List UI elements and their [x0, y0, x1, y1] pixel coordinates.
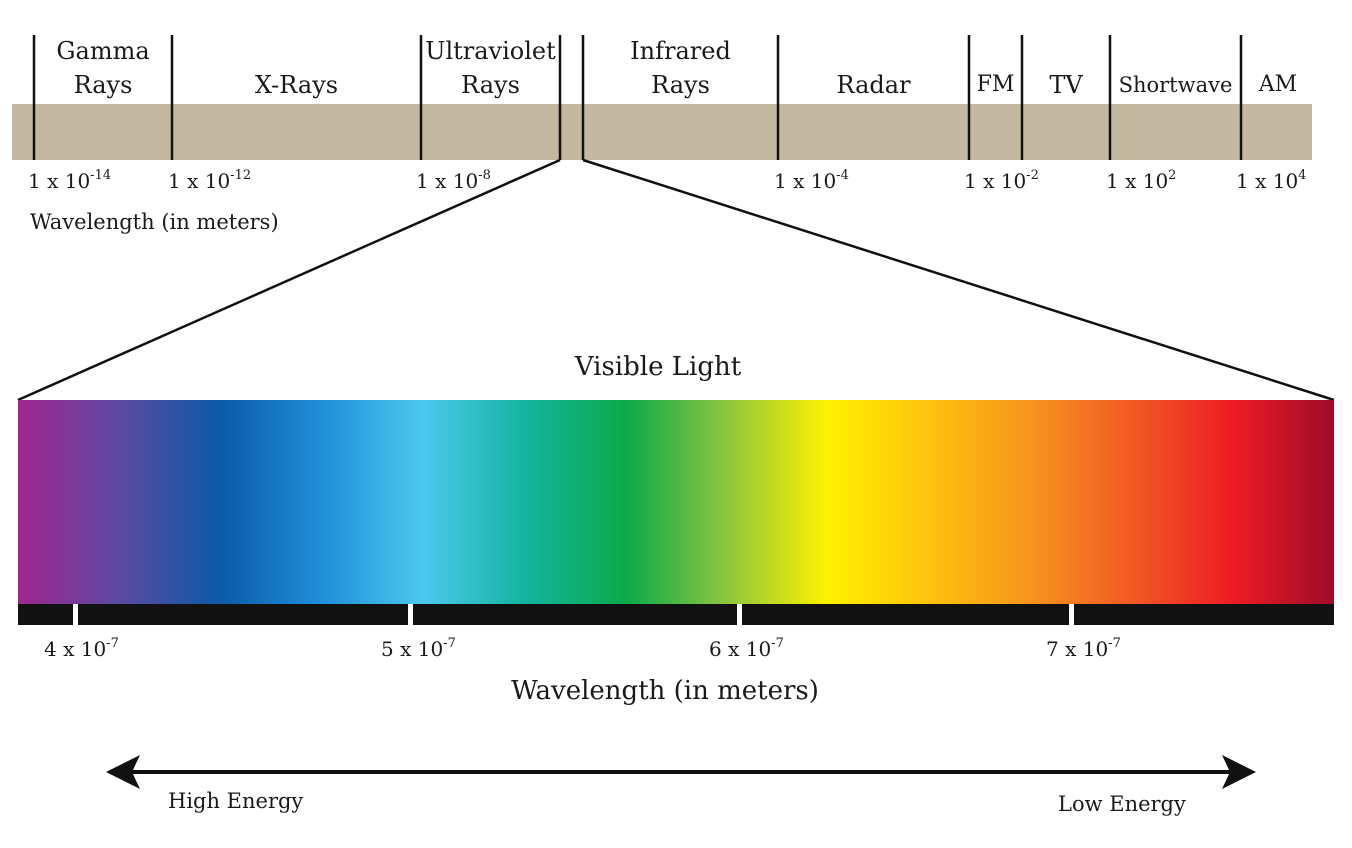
band-label-xray: X-Rays [172, 68, 421, 102]
tick-base: 1 x 10 [774, 169, 837, 193]
scale-tick-label: 1 x 104 [1236, 168, 1306, 193]
zoom-lines [17, 158, 1335, 402]
tick-exponent: -8 [478, 168, 491, 183]
tick-exponent: 4 [1298, 168, 1307, 183]
band-label-line: Radar [836, 71, 911, 99]
tick-exponent: -7 [1108, 636, 1121, 651]
tick-exponent: -4 [836, 168, 849, 183]
tick-exponent: -14 [90, 168, 112, 183]
band-label-tv: TV [1022, 68, 1110, 102]
band-label-line: Shortwave [1118, 73, 1233, 97]
band-label-fm: FM [969, 68, 1022, 102]
scale-tick-label: 1 x 10-14 [28, 168, 111, 193]
band-dividers [32, 35, 1243, 160]
tick-exponent: -12 [230, 168, 252, 183]
band-label-ir: Infrared Rays [583, 34, 778, 102]
band-label-shortwave: Shortwave [1110, 68, 1241, 102]
high-energy-label: High Energy [168, 789, 304, 813]
tick-base: 4 x 10 [44, 637, 107, 661]
band-label-uv: Ultraviolet Rays [421, 34, 560, 102]
band-label-line: AM [1258, 72, 1298, 97]
visible-tick-label: 5 x 10-7 [381, 636, 456, 661]
spectrum-axis-title: Wavelength (in meters) [30, 210, 279, 234]
visible-tick-mark-4 [73, 604, 78, 625]
band-label-line: TV [1049, 71, 1083, 99]
zoom-line-left [17, 158, 561, 402]
visible-tick-label: 6 x 10-7 [709, 636, 784, 661]
tick-base: 1 x 10 [964, 169, 1027, 193]
visible-axis-title: Wavelength (in meters) [511, 676, 819, 706]
band-label-line: X-Rays [254, 71, 339, 99]
visible-tick-mark-6 [737, 604, 742, 625]
energy-arrow [106, 755, 1256, 789]
tick-base: 7 x 10 [1046, 637, 1109, 661]
visible-tick-marks [73, 604, 1074, 625]
visible-scale-bar [18, 604, 1334, 625]
spectrum-bar [12, 104, 1312, 160]
tick-base: 1 x 10 [168, 169, 231, 193]
band-label-line: Infrared [630, 37, 731, 65]
energy-arrow-head-right [1222, 755, 1256, 789]
visible-tick-label: 4 x 10-7 [44, 636, 119, 661]
scale-tick-label: 1 x 10-4 [774, 168, 849, 193]
visible-light-title: Visible Light [574, 352, 742, 382]
visible-tick-mark-7 [1069, 604, 1074, 625]
band-label-line: Rays [461, 71, 520, 99]
band-label-gamma: Gamma Rays [34, 34, 172, 102]
tick-base: 1 x 10 [28, 169, 91, 193]
band-label-am: AM [1241, 68, 1315, 102]
band-label-radar: Radar [778, 68, 969, 102]
tick-base: 1 x 10 [416, 169, 479, 193]
zoom-line-right [582, 158, 1335, 402]
tick-exponent: -7 [771, 636, 784, 651]
tick-exponent: -7 [106, 636, 119, 651]
tick-base: 1 x 10 [1236, 169, 1299, 193]
band-label-line: Gamma [56, 37, 150, 65]
tick-exponent: -2 [1026, 168, 1039, 183]
low-energy-label: Low Energy [1058, 792, 1186, 816]
tick-base: 1 x 10 [1106, 169, 1169, 193]
tick-exponent: -7 [443, 636, 456, 651]
visible-tick-label: 7 x 10-7 [1046, 636, 1121, 661]
visible-spectrum-bar [18, 400, 1334, 604]
scale-tick-label: 1 x 10-8 [416, 168, 491, 193]
scale-tick-label: 1 x 10-12 [168, 168, 251, 193]
tick-exponent: 2 [1168, 168, 1177, 183]
tick-base: 5 x 10 [381, 637, 444, 661]
visible-tick-mark-5 [408, 604, 413, 625]
band-label-line: FM [976, 72, 1015, 97]
scale-tick-label: 1 x 102 [1106, 168, 1176, 193]
energy-arrow-head-left [106, 755, 140, 789]
band-label-line: Rays [651, 71, 710, 99]
scale-tick-label: 1 x 10-2 [964, 168, 1039, 193]
band-label-line: Ultraviolet [425, 37, 556, 65]
band-label-line: Rays [73, 71, 133, 99]
tick-base: 6 x 10 [709, 637, 772, 661]
